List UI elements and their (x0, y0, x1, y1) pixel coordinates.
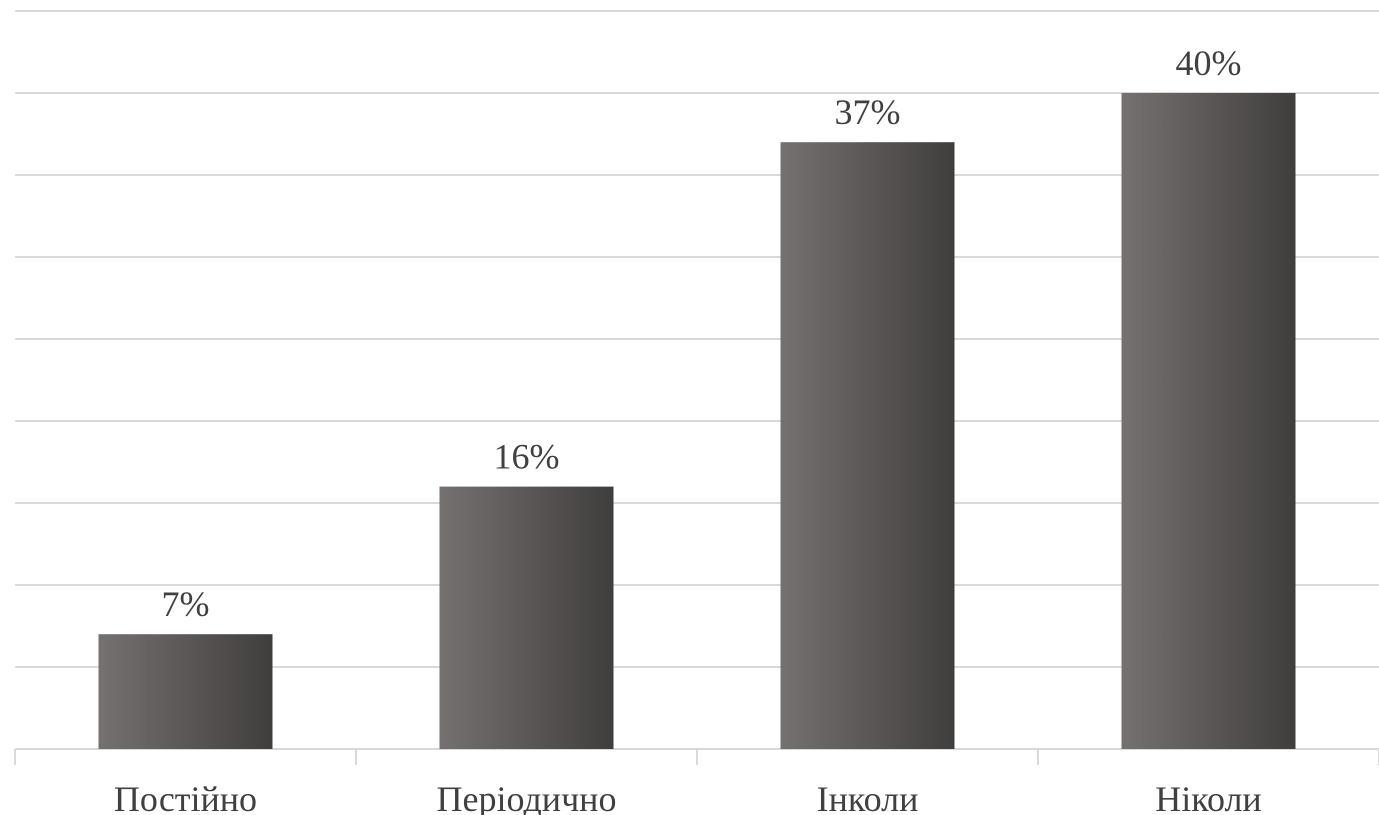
bar (98, 634, 273, 749)
category-labels: Постійно Періодично Інколи Ніколи (114, 779, 1262, 815)
data-label: 7% (162, 584, 210, 624)
bar (1121, 93, 1296, 749)
data-label: 37% (835, 92, 901, 132)
data-labels: 7% 16% 37% 40% (162, 43, 1242, 624)
bar (780, 142, 955, 749)
category-label: Періодично (437, 779, 617, 815)
x-axis (14, 748, 1379, 765)
category-label: Постійно (114, 779, 257, 815)
category-label: Ніколи (1155, 779, 1261, 815)
data-label: 16% (494, 437, 560, 477)
gridlines (15, 10, 1379, 668)
data-label: 40% (1176, 43, 1242, 83)
bars (98, 93, 1296, 749)
bar (439, 486, 614, 749)
category-label: Інколи (817, 779, 919, 815)
